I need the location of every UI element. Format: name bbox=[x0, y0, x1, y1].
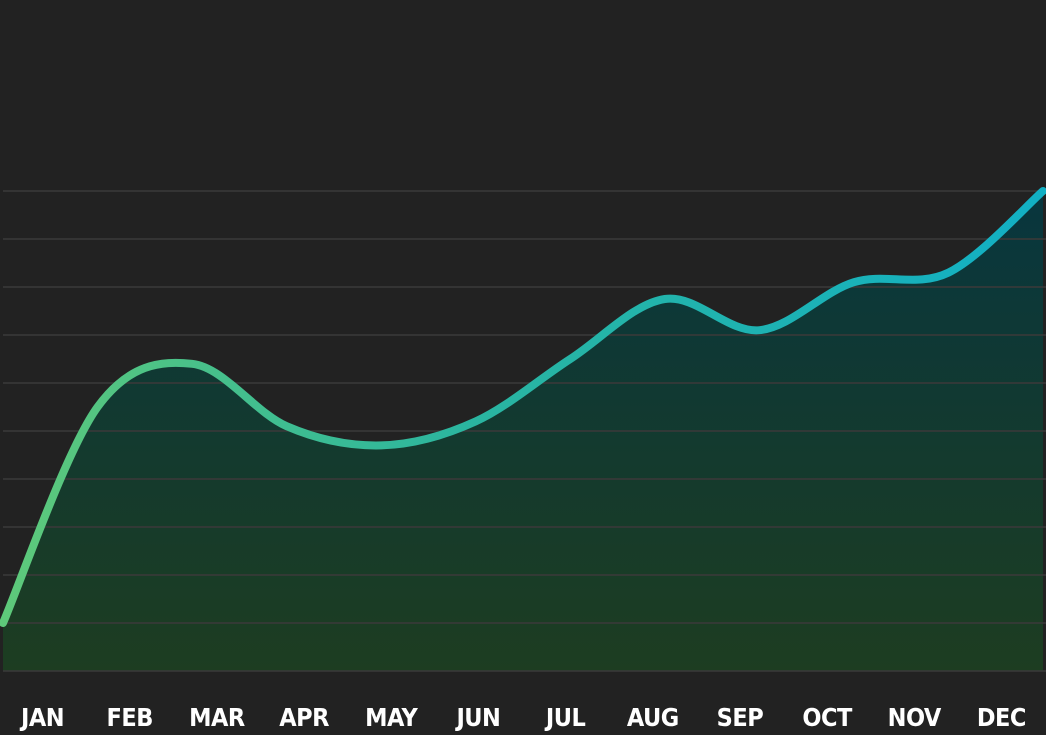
x-tick-label-mar: MAR bbox=[189, 703, 245, 732]
x-tick-label-sep: SEP bbox=[717, 703, 764, 732]
x-tick-label-apr: APR bbox=[279, 703, 329, 732]
data-point-nov bbox=[944, 269, 952, 277]
x-tick-label-nov: NOV bbox=[888, 703, 942, 732]
data-point-feb bbox=[94, 403, 102, 411]
data-point-apr bbox=[283, 422, 291, 430]
data-point-jul bbox=[566, 355, 574, 363]
x-tick-label-jun: JUN bbox=[454, 703, 500, 732]
data-point-aug bbox=[661, 295, 669, 303]
x-tick-label-jul: JUL bbox=[544, 703, 586, 732]
x-tick-label-jan: JAN bbox=[19, 703, 64, 732]
x-tick-label-dec: DEC bbox=[977, 703, 1026, 732]
x-tick-label-aug: AUG bbox=[627, 703, 679, 732]
x-tick-label-may: MAY bbox=[365, 703, 418, 732]
data-point-mar bbox=[188, 360, 196, 368]
x-tick-label-feb: FEB bbox=[107, 703, 153, 732]
data-point-oct bbox=[850, 278, 858, 286]
data-point-sep bbox=[755, 326, 763, 334]
data-point-jun bbox=[472, 417, 480, 425]
x-tick-label-oct: OCT bbox=[802, 703, 853, 732]
data-point-may bbox=[377, 441, 385, 449]
